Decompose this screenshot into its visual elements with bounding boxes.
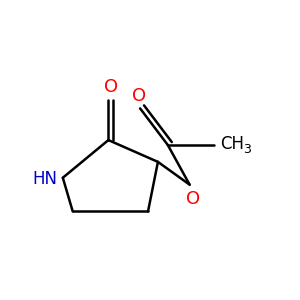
Text: O: O — [104, 78, 118, 96]
Text: 3: 3 — [243, 142, 251, 155]
Text: O: O — [132, 86, 146, 104]
Text: CH: CH — [220, 135, 244, 153]
Text: O: O — [185, 190, 200, 208]
Text: HN: HN — [32, 170, 58, 188]
